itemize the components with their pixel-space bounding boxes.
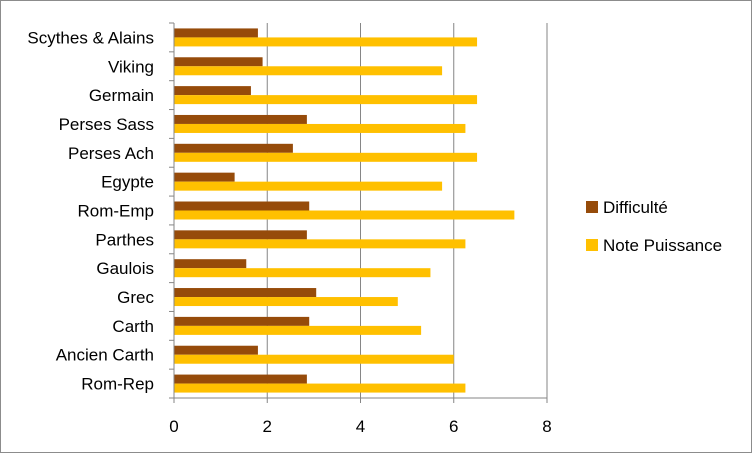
x-tick-label: 0 [169,417,178,436]
bar-difficulte [174,374,307,384]
x-tick-label: 8 [542,417,551,436]
bar-note-puissance [174,210,515,220]
bar-difficulte [174,316,310,326]
category-labels: Scythes & Alains Viking Germain Perses Sass… [27,28,154,393]
legend-swatch [586,201,598,213]
x-tick-labels: 0 2 4 6 8 [169,417,551,436]
legend: Difficulté Note Puissance [586,198,722,255]
bar-difficulte [174,345,258,355]
bar-note-puissance [174,95,478,105]
bar-note-puissance [174,325,422,335]
bar-note-puissance [174,268,431,278]
bars [174,28,515,393]
category-label: Rom-Rep [81,375,154,394]
bar-difficulte [174,57,263,67]
category-label: Rom-Emp [77,202,154,221]
bar-difficulte [174,230,307,240]
category-label: Germain [89,86,154,105]
bar-difficulte [174,259,247,269]
category-label: Viking [108,57,154,76]
bar-difficulte [174,114,307,124]
axes [169,22,548,403]
bar-note-puissance [174,383,466,393]
bar-note-puissance [174,239,466,249]
bar-note-puissance [174,37,478,47]
bar-difficulte [174,143,293,153]
bar-note-puissance [174,354,454,364]
category-label: Parthes [95,230,154,249]
x-tick-label: 2 [263,417,272,436]
legend-label: Difficulté [603,198,668,217]
bar-note-puissance [174,123,466,133]
x-tick-label: 4 [356,417,365,436]
bar-difficulte [174,28,258,38]
legend-swatch [586,239,598,251]
category-label: Carth [112,317,154,336]
category-label: Egypte [101,173,154,192]
bar-note-puissance [174,152,478,162]
bar-note-puissance [174,66,443,76]
category-label: Perses Sass [59,115,154,134]
category-label: Scythes & Alains [27,28,154,47]
category-label: Ancien Carth [56,346,154,365]
bar-difficulte [174,288,317,298]
bar-difficulte [174,172,235,182]
bar-note-puissance [174,297,398,307]
x-tick-label: 6 [449,417,458,436]
bar-note-puissance [174,181,443,191]
category-label: Perses Ach [68,144,154,163]
category-label: Grec [117,288,154,307]
category-label: Gaulois [96,259,154,278]
bar-difficulte [174,86,251,96]
bar-difficulte [174,201,310,211]
legend-label: Note Puissance [603,236,722,255]
